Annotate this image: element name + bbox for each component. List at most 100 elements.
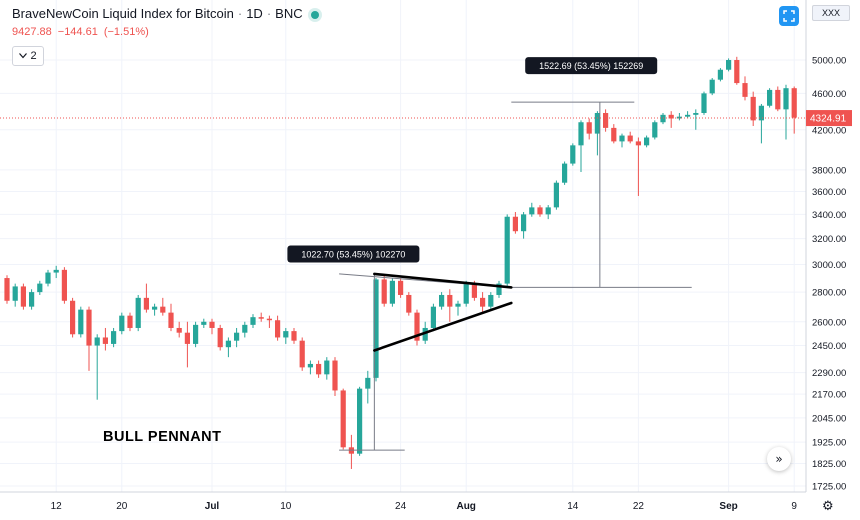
candle [340, 388, 346, 450]
candle [521, 212, 527, 239]
price-tick-label: 4200.00 [812, 125, 846, 136]
separator: · [266, 6, 272, 21]
candle-body [783, 88, 789, 110]
candle [635, 137, 641, 196]
candle [406, 292, 412, 316]
candle [111, 327, 117, 348]
time-axis: 12 20 Jul 10 24 Aug 14 22 Sep 9 [51, 501, 798, 512]
candle-body [143, 297, 149, 310]
candle [234, 327, 240, 348]
candle [463, 280, 469, 307]
price-tick-label: 1825.00 [812, 459, 846, 470]
candle-body [603, 112, 609, 128]
candle [275, 315, 281, 341]
candle-body [471, 283, 477, 298]
candle-body [570, 145, 576, 164]
candle-body [553, 182, 559, 208]
candle-body [676, 116, 682, 119]
chart-settings-button[interactable]: ⚙ [822, 499, 834, 514]
price-axis: 5000.00 4600.00 4200.00 3800.00 3600.00 3400.… [812, 56, 846, 493]
candle [726, 58, 732, 72]
candle-body [644, 137, 650, 146]
candle-body [78, 309, 84, 335]
price-tick-label: 2600.00 [812, 317, 846, 328]
time-tick-label: Jul [205, 501, 220, 512]
candle [299, 337, 305, 371]
candle-body [463, 283, 469, 304]
candle-body [61, 269, 67, 301]
candle [553, 180, 559, 210]
candle-body [537, 207, 543, 215]
candle [12, 283, 18, 307]
price-tick-label: 1725.00 [812, 482, 846, 493]
candle [389, 278, 395, 307]
indicators-toggle-button[interactable]: 2 [12, 46, 44, 66]
fullscreen-button[interactable] [779, 6, 799, 26]
interval-label[interactable]: 1D [246, 6, 263, 21]
candle-body [20, 286, 26, 307]
time-tick-label: 14 [567, 501, 579, 512]
price-tick-label: 2450.00 [812, 341, 846, 352]
candle-body [504, 216, 510, 284]
candle [61, 267, 67, 304]
last-price-tag: 4324.91 [0, 110, 852, 127]
candle-body [480, 297, 486, 307]
candle [283, 327, 289, 344]
candle-body [291, 331, 297, 341]
candle-body [586, 122, 592, 134]
candle [619, 133, 625, 148]
candle-body [152, 306, 158, 310]
candle-body [611, 127, 617, 142]
candle [512, 212, 518, 234]
candle-body [635, 141, 641, 146]
time-tick-label: 20 [116, 501, 128, 512]
price-change-pct: (−1.51%) [103, 26, 149, 38]
candle [455, 300, 461, 316]
symbol-badge[interactable]: XXX [812, 5, 850, 21]
candle-body [734, 60, 740, 84]
candle [668, 111, 674, 128]
time-tick-label: 10 [280, 501, 292, 512]
separator: · [237, 6, 243, 21]
candle-body [619, 135, 625, 142]
time-tick-label: 24 [395, 501, 407, 512]
candle [102, 327, 108, 351]
candle-body [176, 327, 182, 333]
scroll-to-realtime-button[interactable]: » [767, 447, 791, 471]
candle [78, 306, 84, 338]
candle [685, 111, 691, 119]
candle [676, 112, 682, 121]
price-tick-label: 5000.00 [812, 56, 846, 67]
candle-body [357, 388, 363, 454]
candle [734, 56, 740, 85]
candle-body [135, 297, 141, 328]
candle-body [709, 79, 715, 94]
candle-body [184, 332, 190, 344]
measure-label: 1022.70 (53.45%) 102270 [301, 249, 405, 259]
candle-body [578, 122, 584, 146]
time-tick-label: 9 [791, 501, 797, 512]
price-readout: 9427.88 −144.61 (−1.51%) [12, 26, 155, 38]
candle-body [209, 321, 215, 328]
candle [266, 315, 272, 328]
candle-body [332, 360, 338, 391]
candle-body [12, 286, 18, 301]
candle [160, 297, 166, 316]
candle [545, 205, 551, 220]
candle-body [701, 93, 707, 113]
price-change: −144.61 [57, 26, 98, 38]
candle [447, 289, 453, 322]
candle-body [414, 312, 420, 341]
symbol-title[interactable]: BraveNewCoin Liquid Index for Bitcoin [12, 6, 234, 21]
price-tick-label: 4600.00 [812, 89, 846, 100]
last-price-label: 4324.91 [810, 114, 847, 125]
candle-body [726, 60, 732, 70]
candle-body [160, 306, 166, 313]
candle [316, 360, 322, 378]
candle-body [168, 312, 174, 328]
candle-body [447, 294, 453, 307]
candle [143, 283, 149, 313]
candle [414, 309, 420, 346]
gear-icon: ⚙ [822, 499, 834, 514]
